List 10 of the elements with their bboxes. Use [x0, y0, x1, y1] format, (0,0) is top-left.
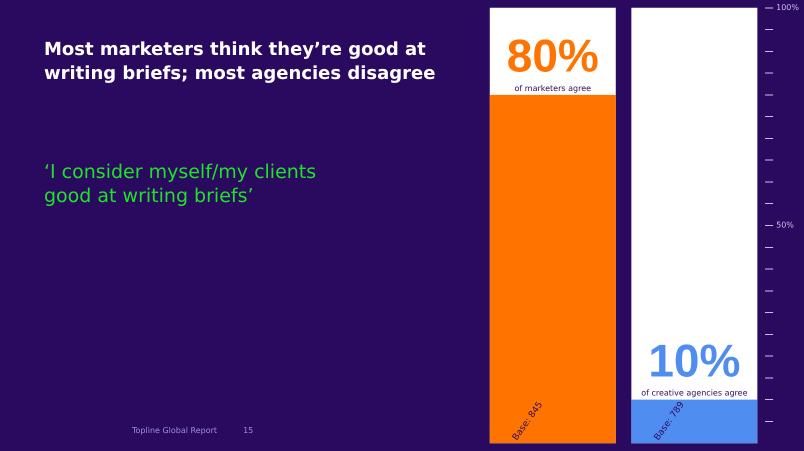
text: ‘I consider myself/my clients good at writing briefs’: [44, 160, 318, 208]
y-tick-label: 100%: [776, 2, 800, 12]
y-tick-label: 50%: [776, 220, 794, 230]
x-tick-label: of creative agencies agree: [641, 388, 748, 398]
data-label: 80%: [506, 30, 599, 82]
text: 15: [243, 426, 254, 435]
data-label: 10%: [648, 334, 740, 386]
text: Topline Global Report: [132, 426, 218, 435]
text: Most marketers think they’re good at writing briefs; most agencies disagree: [44, 38, 436, 86]
x-tick-label: of marketers agree: [514, 84, 592, 93]
